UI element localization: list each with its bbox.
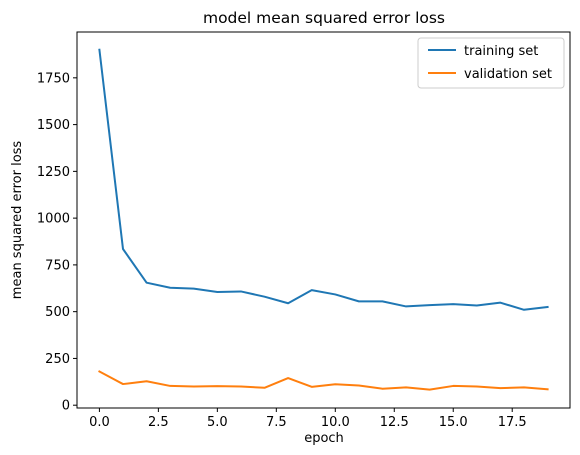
legend-label-validation: validation set [464,67,552,82]
x-tick-label: 5.0 [207,415,228,430]
y-axis: 0 250 500 750 1000 1250 1500 1750 [37,71,77,414]
y-tick-label: 1750 [37,71,70,86]
x-tick-label: 10.0 [321,415,350,430]
x-tick-label: 2.5 [148,415,169,430]
x-tick-label: 15.0 [439,415,468,430]
x-tick-label: 0.0 [89,415,110,430]
plot-area [98,48,549,391]
y-tick-label: 1250 [37,165,70,180]
x-tick-label: 12.5 [380,415,409,430]
y-tick-label: 500 [45,305,70,320]
x-tick-label: 17.5 [498,415,527,430]
y-tick-label: 1500 [37,118,70,133]
y-axis-label: mean squared error loss [10,141,25,300]
validation-set-line [98,370,549,391]
chart-title: model mean squared error loss [203,9,445,27]
y-tick-label: 250 [45,352,70,367]
y-tick-label: 0 [62,399,70,414]
plot-frame [76,31,571,409]
y-tick-label: 750 [45,258,70,273]
x-tick-label: 7.5 [266,415,287,430]
legend: training set validation set [417,37,565,89]
y-tick-label: 1000 [37,212,70,227]
legend-label-training: training set [464,44,538,59]
training-set-line [98,48,549,311]
x-axis: 0.0 2.5 5.0 7.5 10.0 12.5 15.0 17.5 [89,408,527,430]
x-axis-label: epoch [304,431,344,446]
